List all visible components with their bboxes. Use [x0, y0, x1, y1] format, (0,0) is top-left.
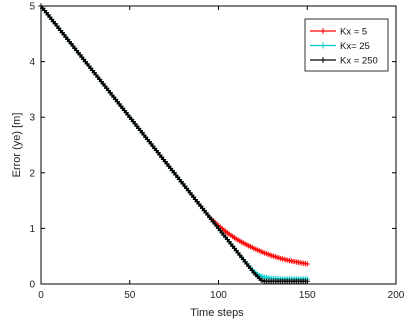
series-line — [40, 5, 308, 282]
y-tick-label: 3 — [29, 113, 35, 124]
legend-label: Kx = 5 — [340, 27, 367, 38]
legend: Kx = 5 Kx= 25 Kx = 250 — [304, 18, 389, 72]
y-axis-title: Error (ye) [m] — [11, 113, 23, 178]
series-0 — [38, 3, 310, 267]
series-line — [40, 5, 308, 280]
axes: 0 50 100 150 200 0 1 2 3 4 5 — [29, 2, 404, 302]
y-tick-label: 1 — [29, 224, 35, 235]
x-tick-label: 0 — [38, 290, 44, 301]
x-tick-label: 150 — [299, 290, 316, 301]
y-tick-label: 2 — [29, 168, 35, 179]
plot-area — [38, 3, 310, 284]
legend-item: Kx = 250 — [310, 56, 378, 67]
y-tick-label: 0 — [29, 280, 35, 291]
legend-item: Kx = 5 — [310, 27, 367, 38]
x-tick-label: 200 — [388, 290, 405, 301]
x-tick-label: 50 — [124, 290, 136, 301]
x-axis-title: Time steps — [190, 307, 244, 319]
legend-marker — [320, 57, 326, 63]
y-tick-label: 4 — [29, 57, 35, 68]
legend-label: Kx= 25 — [340, 41, 370, 52]
legend-label: Kx = 250 — [340, 56, 378, 67]
series-line — [40, 5, 308, 265]
series-1 — [38, 3, 310, 282]
legend-marker — [320, 42, 326, 49]
x-tick-label: 100 — [210, 290, 227, 301]
data-point — [304, 261, 310, 267]
series-2 — [38, 3, 310, 284]
y-tick-label: 5 — [29, 2, 35, 13]
legend-marker — [320, 28, 326, 34]
legend-item: Kx= 25 — [310, 41, 370, 52]
